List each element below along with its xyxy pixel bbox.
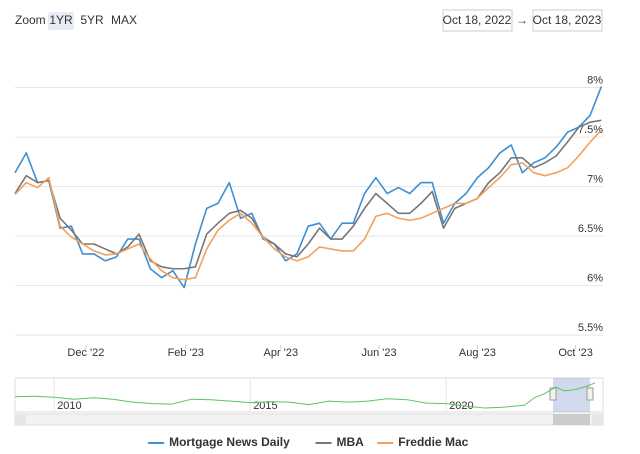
range-from-input[interactable]: [442, 9, 513, 32]
legend-label[interactable]: Mortgage News Daily: [169, 435, 290, 449]
x-tick-label: Oct '23: [558, 347, 593, 359]
x-tick-label: Jun '23: [362, 347, 397, 359]
scrollbar-button[interactable]: [592, 414, 603, 425]
y-tick-label: 5.5%: [578, 322, 603, 334]
range-separator: →: [516, 13, 528, 27]
y-tick-label: 6%: [587, 272, 603, 284]
series-line: [14, 86, 603, 289]
y-tick-label: 7.5%: [578, 124, 603, 136]
navigator-mask[interactable]: [553, 378, 590, 412]
zoom-button[interactable]: 5YR: [80, 13, 104, 27]
legend-label[interactable]: Freddie Mac: [398, 435, 468, 449]
range-to-input[interactable]: [532, 9, 603, 32]
zoom-button[interactable]: 1YR: [49, 13, 73, 27]
x-tick-label: Apr '23: [264, 347, 299, 359]
scrollbar-track[interactable]: [14, 413, 604, 426]
x-tick-label: Feb '23: [168, 347, 204, 359]
series-line: [14, 382, 596, 409]
zoom-button-active[interactable]: [48, 12, 74, 30]
legend-label[interactable]: MBA: [337, 435, 365, 449]
y-tick-label: 7%: [587, 173, 603, 185]
x-tick-label: Dec '22: [67, 347, 104, 359]
scrollbar-button[interactable]: [15, 414, 26, 425]
x-tick-label: 2015: [253, 400, 277, 412]
navigator-handle[interactable]: [549, 387, 557, 401]
series-line: [14, 129, 602, 281]
range-from[interactable]: Oct 18, 2022: [443, 13, 512, 27]
zoom-button[interactable]: MAX: [111, 13, 137, 27]
range-to[interactable]: Oct 18, 2023: [533, 13, 602, 27]
x-tick-label: 2010: [57, 400, 81, 412]
navigator-frame: [14, 377, 604, 413]
y-tick-label: 8%: [587, 74, 603, 86]
y-tick-label: 6.5%: [578, 223, 603, 235]
series-line: [14, 119, 602, 270]
scrollbar-thumb[interactable]: [553, 414, 590, 425]
navigator-handle[interactable]: [586, 387, 594, 401]
x-tick-label: Aug '23: [459, 347, 496, 359]
zoom-label: Zoom: [15, 13, 46, 27]
